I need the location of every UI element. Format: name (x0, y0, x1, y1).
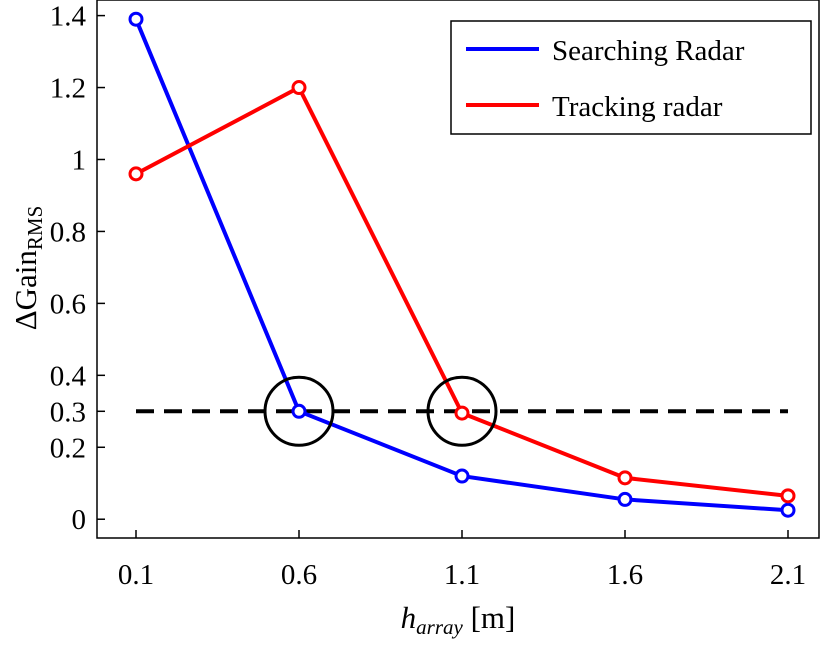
y-tick-label: 0.4 (50, 360, 87, 392)
y-tick-label: 1 (72, 144, 87, 176)
y-axis-label: ΔGainRMS (8, 206, 47, 331)
x-tick-label: 0.1 (118, 559, 154, 591)
x-axis-label-main: h (401, 600, 417, 635)
data-point-tracking-radar (780, 488, 796, 504)
data-point-searching-radar (291, 403, 307, 419)
x-tick-label: 2.1 (770, 559, 806, 591)
data-point-tracking-radar (617, 470, 633, 486)
y-tick-label: 1.2 (50, 73, 86, 105)
data-point-tracking-radar (128, 166, 144, 182)
series-searching-radar (128, 11, 796, 518)
y-tick-label: 1.4 (50, 1, 87, 33)
y-tick-label: 0 (72, 504, 87, 536)
y-tick-label: 0.3 (50, 396, 86, 428)
highlight-circle (426, 375, 498, 447)
y-axis-ticks: 0 0.2 0.3 0.4 0.6 0.8 1 1.2 1.4 (50, 1, 105, 536)
y-tick-label: 0.8 (50, 216, 86, 248)
series-layer (128, 11, 796, 518)
x-tick-label: 1.6 (607, 559, 643, 591)
series-tracking-radar (128, 80, 796, 504)
legend: Searching Radar Tracking radar (450, 20, 812, 135)
highlight-circles (263, 375, 498, 447)
y-tick-label: 0.2 (50, 432, 86, 464)
x-axis-ticks: 0.1 0.6 1.1 1.6 2.1 (118, 530, 806, 591)
data-point-tracking-radar (291, 80, 307, 96)
data-point-searching-radar (780, 502, 796, 518)
data-point-tracking-radar (454, 405, 470, 421)
legend-label-searching-radar: Searching Radar (552, 35, 745, 67)
x-axis-label-unit: [m] (463, 600, 516, 635)
y-axis-label-main: ΔGain (8, 250, 43, 331)
highlight-circle (263, 375, 335, 447)
data-point-searching-radar (128, 11, 144, 27)
legend-label-tracking-radar: Tracking radar (552, 91, 723, 123)
y-axis-label-sub: RMS (23, 206, 47, 250)
x-axis-label: harray [m] (401, 600, 516, 639)
x-tick-label: 1.1 (444, 559, 480, 591)
x-tick-label: 0.6 (281, 559, 317, 591)
data-point-searching-radar (454, 468, 470, 484)
legend-box (450, 20, 812, 135)
data-point-searching-radar (617, 491, 633, 507)
x-axis-label-sub: array (416, 615, 463, 639)
y-tick-label: 0.6 (50, 288, 86, 320)
